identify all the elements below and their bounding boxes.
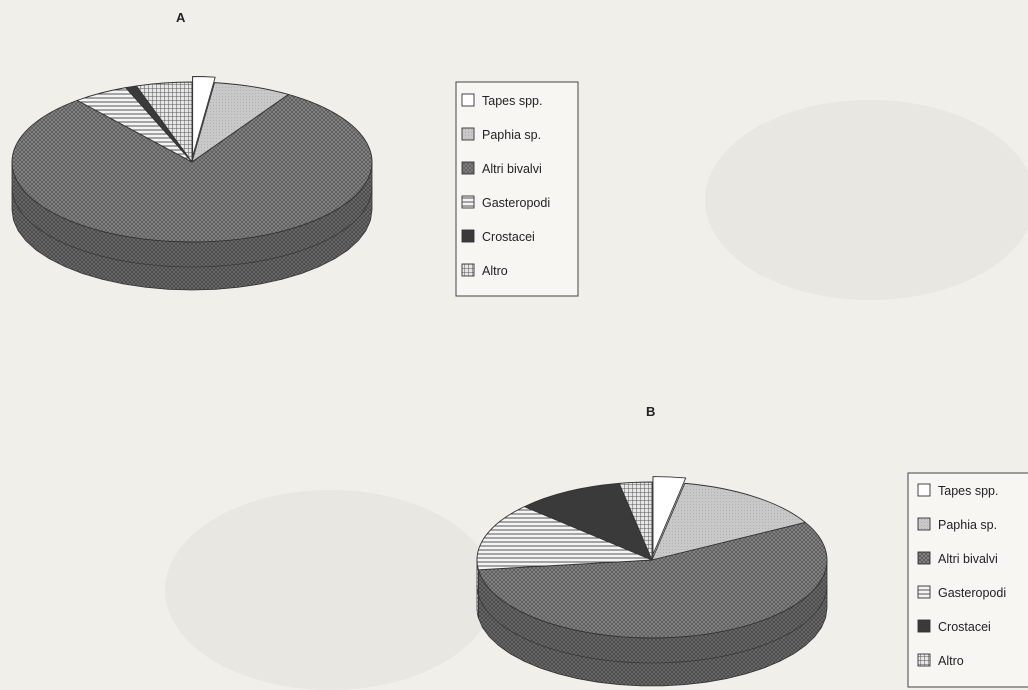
pie-slice-paphia-sp	[651, 482, 806, 561]
horizontal-lines-square-icon	[917, 585, 931, 599]
dark-square-icon	[461, 229, 475, 243]
pie-slice-altro	[135, 81, 193, 163]
legend-item-crostacei: Crostacei	[482, 230, 535, 244]
pie-rim-line	[11, 186, 373, 268]
legend-box-b	[907, 472, 1028, 688]
panel-label-b: B	[646, 404, 655, 419]
panel-label-a: A	[176, 10, 186, 25]
dark-square-icon	[917, 619, 931, 633]
ghost-shape	[165, 490, 495, 690]
grid-square-icon	[461, 263, 475, 277]
pie-slice-altri-bivalvi	[11, 94, 373, 243]
pie-panel-b: B Tapes spp. Paphia sp. Altri bivalvi Gaste…	[476, 404, 1028, 688]
pie-slice-gasteropodi	[476, 506, 653, 571]
legend-item-altri-bivalvi: Altri bivalvi	[938, 552, 998, 566]
legend-item-tapes-spp: Tapes spp.	[482, 94, 542, 108]
legend-item-tapes-spp: Tapes spp.	[938, 484, 998, 498]
legend-box-a	[455, 81, 579, 297]
legend-item-altro: Altro	[938, 654, 964, 668]
light-gray-square-icon	[461, 127, 475, 141]
legend-item-altro: Altro	[482, 264, 508, 278]
grid-square-icon	[917, 653, 931, 667]
horizontal-lines-square-icon	[461, 195, 475, 209]
pie-slice-crostacei	[523, 482, 653, 561]
legend-item-paphia-sp: Paphia sp.	[938, 518, 997, 532]
light-gray-square-icon	[917, 517, 931, 531]
legend-item-gasteropodi: Gasteropodi	[938, 586, 1006, 600]
legend-item-altri-bivalvi: Altri bivalvi	[482, 162, 542, 176]
legend-item-crostacei: Crostacei	[938, 620, 991, 634]
open-square-icon	[917, 483, 931, 497]
ghost-shape	[705, 100, 1028, 300]
pie-panel-a: A Tapes spp. Paphia sp. Altri bivalvi Gaste…	[11, 10, 579, 297]
crosshatch-square-icon	[461, 161, 475, 175]
open-square-icon	[461, 93, 475, 107]
pie-slice-altro	[618, 481, 653, 561]
legend-item-paphia-sp: Paphia sp.	[482, 128, 541, 142]
pie-chart-b	[476, 476, 828, 687]
crosshatch-square-icon	[917, 551, 931, 565]
pie-slice-altri-bivalvi	[477, 521, 828, 639]
legend-b: Tapes spp. Paphia sp. Altri bivalvi Gastero…	[907, 472, 1028, 688]
pie-chart-a	[11, 76, 373, 291]
legend-a: Tapes spp. Paphia sp. Altri bivalvi Gastero…	[455, 81, 579, 297]
pie-rim-line	[476, 584, 828, 664]
legend-item-gasteropodi: Gasteropodi	[482, 196, 550, 210]
